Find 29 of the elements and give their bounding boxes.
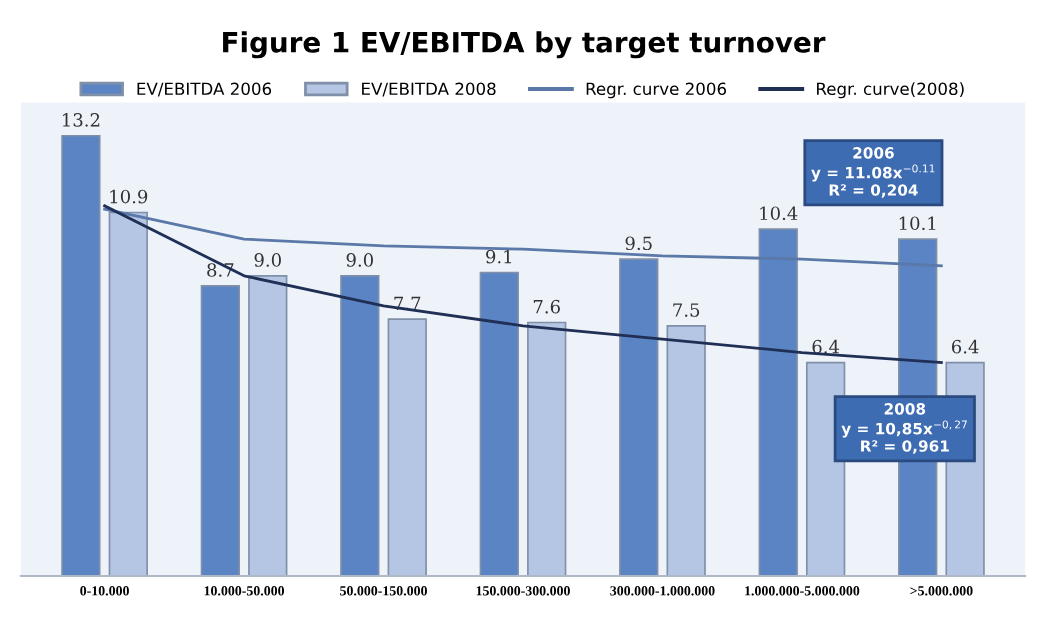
bar — [527, 321, 567, 576]
data-label: 8.7 — [207, 263, 234, 277]
bar — [479, 271, 519, 576]
data-label: 9.0 — [254, 253, 281, 267]
legend-label: EV/EBITDA 2006 — [137, 82, 272, 97]
legend-label: Regr. curve(2008) — [817, 82, 964, 99]
legend-label: Regr. curve 2006 — [586, 82, 727, 99]
data-label: 9.5 — [625, 236, 652, 251]
data-label: 13.2 — [62, 113, 100, 127]
bar — [619, 258, 659, 576]
data-label: 7.5 — [673, 303, 700, 317]
bar — [340, 274, 380, 576]
bar — [61, 134, 101, 576]
data-label: 6.4 — [812, 339, 840, 354]
data-label: 6.4 — [951, 339, 979, 354]
data-label: 10.4 — [760, 206, 798, 221]
data-label: 10.9 — [110, 189, 148, 204]
legend-label: EV/EBITDA 2008 — [362, 82, 496, 97]
bar — [200, 285, 241, 576]
data-label: 9.1 — [486, 249, 512, 264]
bar — [666, 325, 706, 576]
bar — [387, 318, 427, 576]
data-label: 9.0 — [346, 253, 373, 267]
bar — [758, 228, 798, 576]
data-label: 10.1 — [899, 216, 936, 231]
bar — [248, 274, 288, 576]
chart-title: Figure 1 EV/EBITDA by target turnover — [223, 31, 826, 59]
data-label: 7.6 — [533, 299, 560, 314]
bar — [108, 211, 148, 576]
